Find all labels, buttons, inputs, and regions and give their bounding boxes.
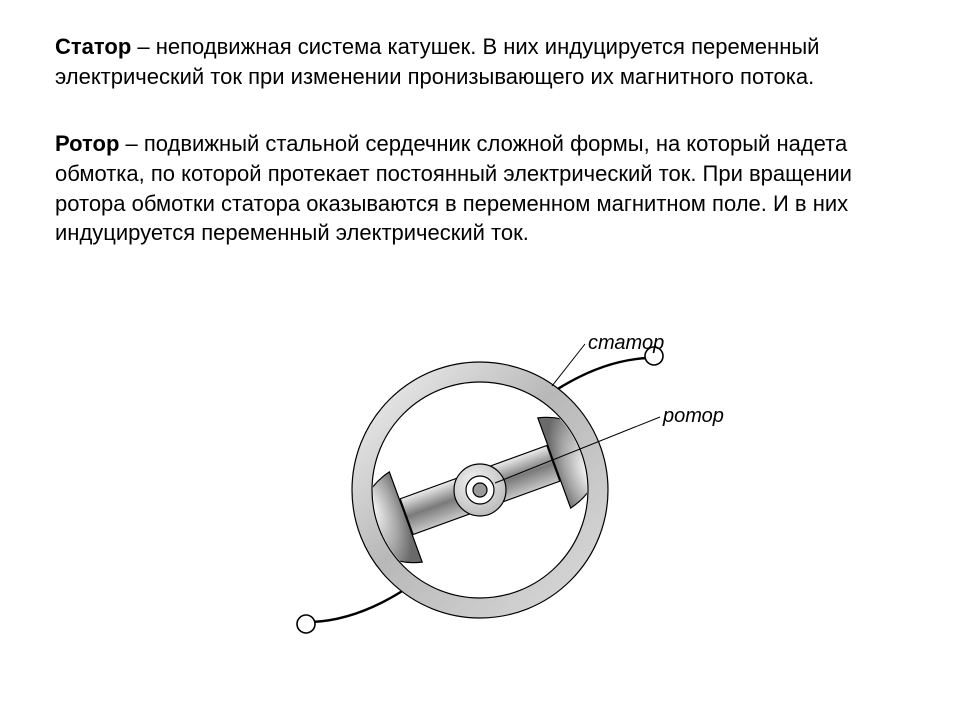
rotor-label: ротор (663, 405, 724, 428)
hub-inner (473, 483, 487, 497)
stator-term: Статор (55, 34, 131, 59)
page: Статор – неподвижная система катушек. В … (0, 0, 960, 720)
stator-body: – неподвижная система катушек. В них инд… (55, 34, 819, 89)
wire-top (553, 358, 648, 392)
leader-stator (552, 344, 585, 386)
definitions-text: Статор – неподвижная система катушек. В … (55, 32, 885, 286)
stator-label: статор (588, 332, 664, 355)
rotor-body: – подвижный стальной сердечник сложной ф… (55, 131, 852, 245)
rotor-paragraph: Ротор – подвижный стальной сердечник сло… (55, 129, 885, 248)
wire-bottom (312, 588, 407, 622)
diagram-svg (250, 320, 710, 660)
rotor-term: Ротор (55, 131, 119, 156)
generator-diagram (0, 320, 960, 690)
stator-paragraph: Статор – неподвижная система катушек. В … (55, 32, 885, 91)
terminal-bottom (297, 615, 315, 633)
